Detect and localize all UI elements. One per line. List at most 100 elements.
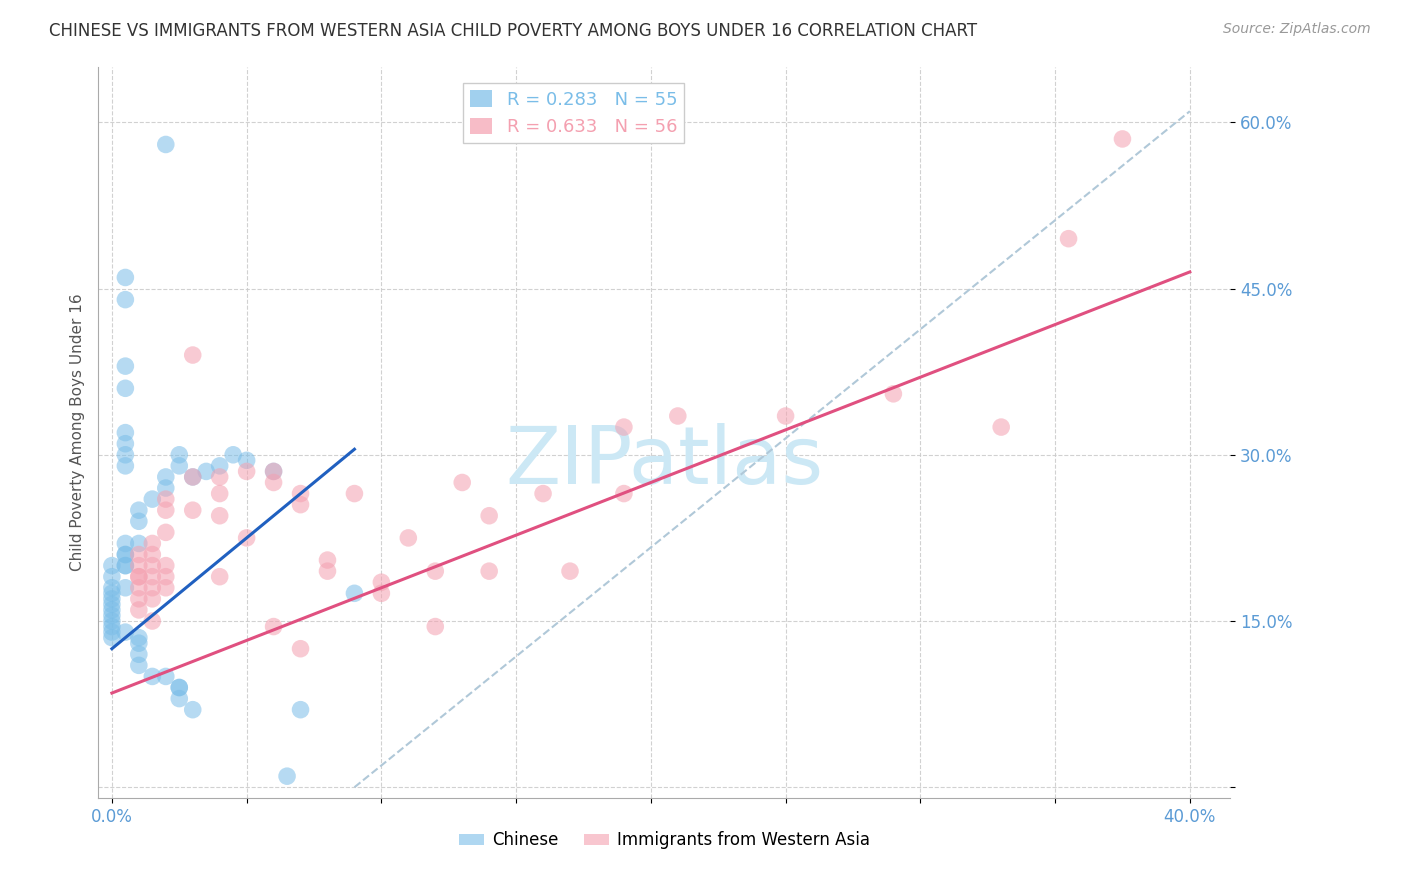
Point bbox=[101, 570, 124, 584]
Point bbox=[114, 536, 136, 550]
Point bbox=[128, 558, 150, 573]
Point bbox=[128, 581, 150, 595]
Point bbox=[370, 575, 392, 590]
Point bbox=[343, 586, 366, 600]
Point bbox=[263, 464, 285, 478]
Point bbox=[128, 536, 150, 550]
Y-axis label: Child Poverty Among Boys Under 16: Child Poverty Among Boys Under 16 bbox=[69, 293, 84, 572]
Legend: Chinese, Immigrants from Western Asia: Chinese, Immigrants from Western Asia bbox=[453, 824, 876, 855]
Point bbox=[128, 503, 150, 517]
Point bbox=[316, 553, 339, 567]
Point bbox=[775, 409, 797, 423]
Point bbox=[155, 525, 177, 540]
Point bbox=[425, 564, 447, 578]
Point bbox=[141, 536, 163, 550]
Point bbox=[290, 641, 312, 656]
Point bbox=[181, 503, 204, 517]
Point bbox=[114, 581, 136, 595]
Point bbox=[181, 348, 204, 362]
Text: Source: ZipAtlas.com: Source: ZipAtlas.com bbox=[1223, 22, 1371, 37]
Point bbox=[128, 570, 150, 584]
Point bbox=[531, 486, 554, 500]
Point bbox=[114, 548, 136, 562]
Point bbox=[208, 458, 231, 473]
Point bbox=[101, 603, 124, 617]
Point bbox=[290, 498, 312, 512]
Point bbox=[141, 581, 163, 595]
Point bbox=[128, 647, 150, 661]
Point bbox=[208, 570, 231, 584]
Point bbox=[101, 619, 124, 633]
Point bbox=[155, 470, 177, 484]
Point bbox=[558, 564, 581, 578]
Point bbox=[155, 481, 177, 495]
Point bbox=[155, 581, 177, 595]
Point bbox=[169, 448, 191, 462]
Point bbox=[101, 631, 124, 645]
Point bbox=[181, 470, 204, 484]
Point bbox=[208, 486, 231, 500]
Point bbox=[114, 458, 136, 473]
Point bbox=[425, 619, 447, 633]
Point bbox=[101, 581, 124, 595]
Point bbox=[101, 586, 124, 600]
Point bbox=[181, 703, 204, 717]
Point bbox=[235, 453, 257, 467]
Point bbox=[101, 598, 124, 612]
Text: ZIPatlas: ZIPatlas bbox=[505, 423, 824, 501]
Point bbox=[169, 681, 191, 695]
Point bbox=[141, 558, 163, 573]
Point bbox=[155, 503, 177, 517]
Point bbox=[128, 591, 150, 606]
Point bbox=[208, 508, 231, 523]
Point bbox=[195, 464, 218, 478]
Point bbox=[141, 492, 163, 507]
Point bbox=[263, 619, 285, 633]
Point bbox=[276, 769, 298, 783]
Point bbox=[101, 614, 124, 628]
Point bbox=[101, 625, 124, 640]
Point bbox=[114, 625, 136, 640]
Point bbox=[613, 420, 636, 434]
Point bbox=[114, 558, 136, 573]
Point bbox=[128, 603, 150, 617]
Point bbox=[114, 381, 136, 395]
Point bbox=[666, 409, 689, 423]
Point bbox=[263, 475, 285, 490]
Point bbox=[114, 436, 136, 450]
Point bbox=[128, 658, 150, 673]
Point bbox=[290, 486, 312, 500]
Point bbox=[155, 669, 177, 683]
Point bbox=[1057, 232, 1080, 246]
Point bbox=[169, 691, 191, 706]
Point bbox=[114, 548, 136, 562]
Point bbox=[155, 570, 177, 584]
Point bbox=[208, 470, 231, 484]
Point bbox=[141, 669, 163, 683]
Point bbox=[1111, 132, 1133, 146]
Point bbox=[114, 448, 136, 462]
Point bbox=[882, 387, 904, 401]
Point bbox=[101, 591, 124, 606]
Point bbox=[114, 270, 136, 285]
Point bbox=[290, 703, 312, 717]
Point bbox=[141, 591, 163, 606]
Point bbox=[155, 492, 177, 507]
Point bbox=[155, 558, 177, 573]
Point bbox=[370, 586, 392, 600]
Point bbox=[141, 570, 163, 584]
Point bbox=[396, 531, 419, 545]
Point bbox=[316, 564, 339, 578]
Point bbox=[451, 475, 474, 490]
Point bbox=[181, 470, 204, 484]
Point bbox=[141, 548, 163, 562]
Point bbox=[101, 558, 124, 573]
Point bbox=[114, 425, 136, 440]
Point bbox=[613, 486, 636, 500]
Point bbox=[263, 464, 285, 478]
Point bbox=[128, 548, 150, 562]
Point bbox=[114, 359, 136, 373]
Point bbox=[128, 636, 150, 650]
Point bbox=[478, 508, 501, 523]
Point bbox=[169, 458, 191, 473]
